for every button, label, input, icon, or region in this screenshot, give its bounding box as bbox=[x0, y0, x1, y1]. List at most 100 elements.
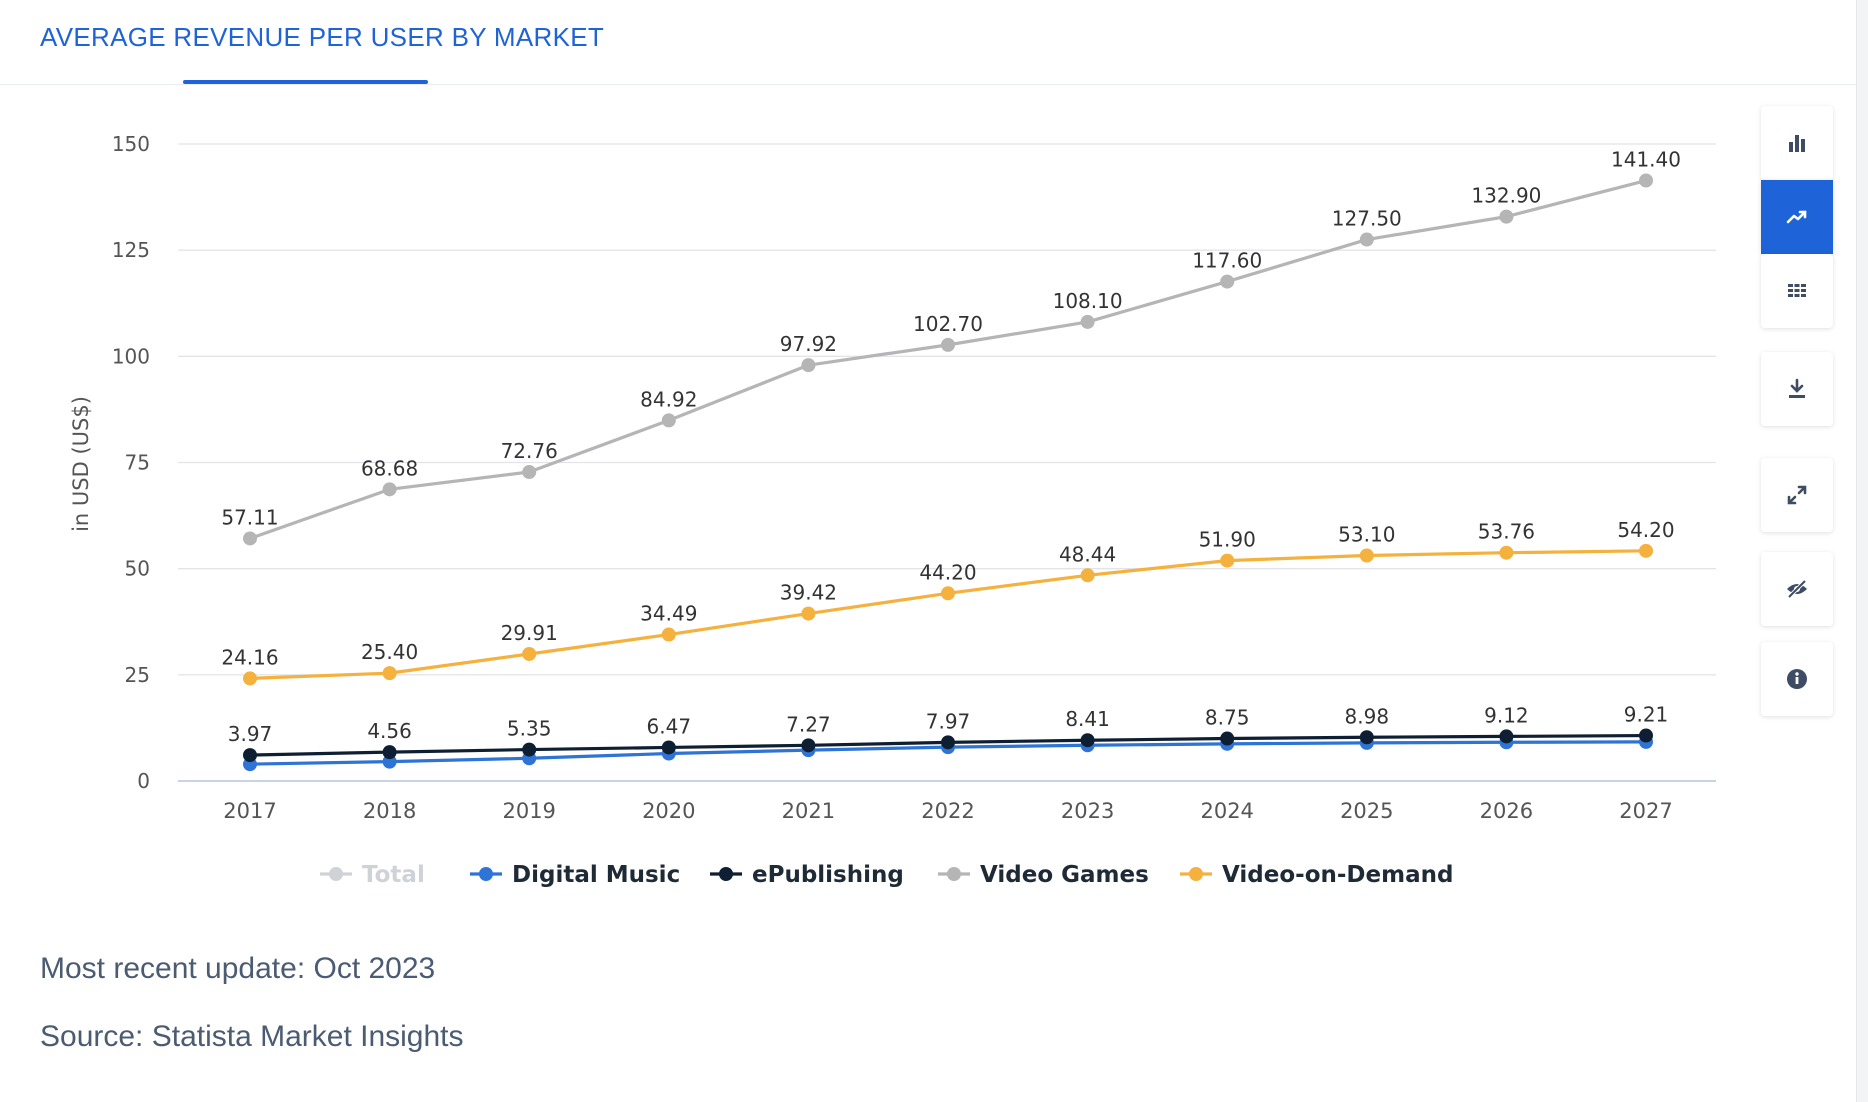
series-line-video-games bbox=[249, 178, 1647, 540]
data-point[interactable] bbox=[801, 738, 816, 753]
legend-item-video-on-demand[interactable]: Video-on-Demand bbox=[1180, 862, 1453, 888]
data-point[interactable] bbox=[382, 745, 397, 760]
data-label: 24.16 bbox=[221, 645, 278, 669]
series-lines bbox=[243, 173, 1653, 772]
legend-label: ePublishing bbox=[752, 862, 904, 888]
data-label: 9.12 bbox=[1484, 703, 1529, 727]
line-chart-icon bbox=[1786, 210, 1807, 224]
data-point[interactable] bbox=[801, 358, 816, 373]
legend-marker bbox=[1189, 867, 1203, 881]
data-point[interactable] bbox=[522, 465, 537, 480]
legend-item-total[interactable]: Total bbox=[320, 862, 425, 888]
bar-chart-button[interactable] bbox=[1761, 106, 1833, 180]
data-point[interactable] bbox=[1220, 731, 1235, 746]
data-point[interactable] bbox=[1499, 545, 1514, 560]
download-icon bbox=[1789, 378, 1805, 398]
legend-label: Total bbox=[362, 862, 425, 888]
data-label: 51.90 bbox=[1199, 528, 1256, 552]
data-point[interactable] bbox=[1359, 730, 1374, 745]
data-point[interactable] bbox=[1639, 728, 1653, 743]
data-point[interactable] bbox=[661, 740, 676, 755]
data-point[interactable] bbox=[1639, 543, 1653, 558]
bar-chart-icon bbox=[1789, 135, 1805, 152]
data-label: 8.41 bbox=[1065, 707, 1110, 731]
x-tick-label: 2021 bbox=[782, 799, 835, 823]
y-tick-label: 100 bbox=[112, 344, 150, 368]
data-point[interactable] bbox=[941, 337, 955, 352]
hide-button[interactable] bbox=[1761, 552, 1833, 626]
y-tick-label: 0 bbox=[137, 769, 150, 793]
data-point[interactable] bbox=[941, 735, 955, 750]
x-tick-label: 2023 bbox=[1061, 799, 1114, 823]
data-point[interactable] bbox=[661, 627, 676, 642]
data-point[interactable] bbox=[1359, 548, 1374, 563]
y-tick-label: 50 bbox=[125, 557, 150, 581]
data-point[interactable] bbox=[801, 606, 816, 621]
data-point[interactable] bbox=[1080, 733, 1095, 748]
legend-marker bbox=[947, 867, 961, 881]
fullscreen-button[interactable] bbox=[1761, 458, 1833, 532]
data-point[interactable] bbox=[243, 671, 257, 686]
x-tick-label: 2025 bbox=[1340, 799, 1393, 823]
legend-item-digital-music[interactable]: Digital Music bbox=[470, 862, 680, 888]
data-point[interactable] bbox=[243, 748, 257, 763]
data-point[interactable] bbox=[1080, 314, 1095, 329]
data-label: 44.20 bbox=[919, 560, 976, 584]
data-label: 9.21 bbox=[1624, 703, 1669, 727]
data-point[interactable] bbox=[243, 531, 257, 546]
data-point[interactable] bbox=[1639, 173, 1653, 188]
legend-marker bbox=[719, 867, 733, 881]
data-label: 127.50 bbox=[1332, 207, 1402, 231]
legend-item-epublishing[interactable]: ePublishing bbox=[710, 862, 904, 888]
data-label: 141.40 bbox=[1611, 148, 1681, 172]
data-point[interactable] bbox=[382, 482, 397, 497]
data-label: 5.35 bbox=[507, 717, 552, 741]
data-label: 29.91 bbox=[501, 621, 558, 645]
data-label: 57.11 bbox=[221, 505, 278, 529]
info-button[interactable] bbox=[1761, 642, 1833, 716]
y-axis-label: in USD (US$) bbox=[69, 396, 93, 532]
x-tick-label: 2026 bbox=[1480, 799, 1533, 823]
data-label: 84.92 bbox=[640, 387, 697, 411]
data-label: 132.90 bbox=[1471, 184, 1541, 208]
x-tick-label: 2027 bbox=[1619, 799, 1672, 823]
data-label: 54.20 bbox=[1617, 518, 1674, 542]
data-point[interactable] bbox=[382, 666, 397, 681]
source-note: Source: Statista Market Insights bbox=[40, 1020, 464, 1053]
data-label: 117.60 bbox=[1192, 249, 1262, 273]
data-labels: 57.11 68.68 72.76 84.92 97.92 102.70 108.10 117… bbox=[221, 148, 1681, 747]
data-point[interactable] bbox=[1359, 232, 1374, 247]
data-point[interactable] bbox=[661, 413, 676, 428]
data-label: 4.56 bbox=[367, 719, 412, 743]
x-tick-label: 2020 bbox=[642, 799, 695, 823]
data-label: 102.70 bbox=[913, 312, 983, 336]
data-label: 39.42 bbox=[780, 581, 837, 605]
legend-label: Digital Music bbox=[512, 862, 680, 888]
table-button[interactable] bbox=[1761, 254, 1833, 328]
data-point[interactable] bbox=[522, 646, 537, 661]
data-point[interactable] bbox=[1220, 274, 1235, 289]
grid-lines bbox=[178, 143, 1716, 782]
hide-icon bbox=[1787, 579, 1807, 599]
data-label: 53.76 bbox=[1478, 520, 1535, 544]
data-point[interactable] bbox=[941, 586, 955, 601]
y-tick-label: 25 bbox=[125, 663, 150, 687]
legend-label: Video Games bbox=[980, 862, 1149, 888]
data-label: 8.75 bbox=[1205, 706, 1250, 730]
data-point[interactable] bbox=[1220, 553, 1235, 568]
data-point[interactable] bbox=[1499, 209, 1514, 224]
data-point[interactable] bbox=[1499, 729, 1514, 744]
data-point[interactable] bbox=[1080, 568, 1095, 583]
y-tick-label: 125 bbox=[112, 238, 150, 262]
data-label: 7.27 bbox=[786, 712, 831, 736]
x-tick-label: 2018 bbox=[363, 799, 416, 823]
data-label: 53.10 bbox=[1338, 523, 1395, 547]
download-button[interactable] bbox=[1761, 352, 1833, 426]
line-chart-button[interactable] bbox=[1761, 180, 1833, 254]
tab-title[interactable]: AVERAGE REVENUE PER USER BY MARKET bbox=[40, 22, 605, 52]
legend-item-video-games[interactable]: Video Games bbox=[938, 862, 1149, 888]
data-point[interactable] bbox=[522, 742, 537, 757]
y-axis-ticks: 0 25 50 75 100 125 150 bbox=[112, 132, 150, 793]
data-label: 48.44 bbox=[1059, 542, 1116, 566]
